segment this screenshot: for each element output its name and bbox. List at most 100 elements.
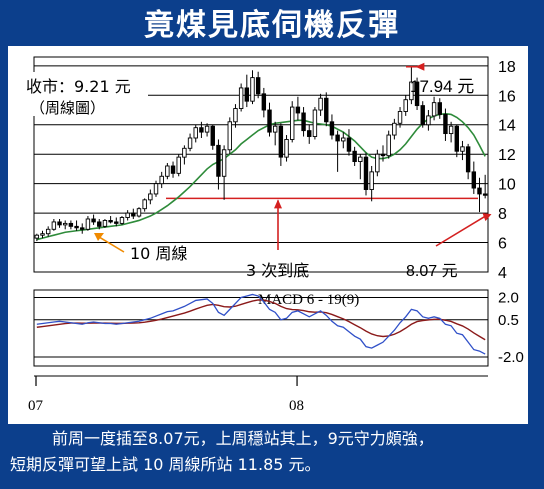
candle-body: [45, 228, 51, 235]
candle-body: [403, 99, 408, 112]
candle-body: [437, 102, 442, 115]
candle-body: [358, 156, 363, 163]
candle-body: [335, 134, 340, 142]
candle-body: [448, 125, 454, 135]
candle-body: [261, 93, 267, 111]
candle-body: [210, 125, 215, 146]
candle-body: [57, 221, 62, 226]
candle-body: [114, 221, 119, 224]
chart-type-label: （周線圖）: [30, 99, 105, 117]
candle-body: [290, 106, 295, 140]
candle-body: [312, 109, 318, 137]
close-price-label: 收市：9.21 元: [26, 77, 131, 96]
price-tick-label: 6: [498, 236, 507, 253]
ma-label: 10 周線: [130, 244, 187, 263]
candle-body: [278, 125, 284, 158]
candle-body: [375, 153, 380, 173]
macd-tick-label: 2.0: [498, 289, 519, 306]
triple-bottom-arrowhead: [274, 199, 282, 209]
candle-body: [142, 199, 147, 210]
low-price-label: 8.07 元: [406, 263, 458, 280]
candle-body: [238, 87, 244, 109]
candle-body: [352, 150, 357, 163]
candle-body: [426, 115, 431, 126]
macd-title: MACD 6 - 19(9): [258, 292, 359, 308]
candle-body: [465, 146, 471, 173]
ma-arrowhead: [94, 232, 104, 241]
price-tick-label: 4: [498, 265, 507, 282]
candle-body: [267, 109, 272, 133]
macd-panel-frame: [33, 289, 489, 367]
candle-body: [68, 222, 74, 227]
candle-body: [91, 218, 96, 223]
candle-body: [244, 87, 250, 102]
triple-bottom-label: 3 次到底: [246, 261, 309, 280]
price-tick-label: 16: [498, 88, 516, 105]
close-label-bg: [22, 72, 148, 116]
title-banner: 竟煤見底伺機反彈: [0, 0, 544, 44]
candle-body: [318, 97, 323, 111]
price-tick-label: 12: [498, 147, 516, 164]
candle-body: [227, 121, 232, 151]
commentary-line-2: 短期反彈可望上試 10 周線所站 11.85 元。: [10, 455, 321, 474]
candle-body: [454, 125, 459, 152]
candle-body: [74, 225, 79, 229]
candle-body: [131, 212, 136, 217]
candle-body: [414, 81, 420, 107]
candle-body: [233, 108, 238, 123]
candle-body: [119, 217, 125, 224]
ma-pointer-line: [98, 236, 125, 253]
candle-body: [307, 130, 312, 137]
candle-body: [272, 125, 278, 133]
price-tick-label: 18: [498, 59, 516, 76]
candle-body: [255, 77, 261, 95]
candle-body: [80, 227, 85, 230]
candle-body: [386, 134, 391, 157]
candle-body: [380, 153, 386, 157]
candle-body: [329, 121, 335, 136]
candle-body: [159, 175, 164, 185]
price-tick-label: 10: [498, 177, 516, 194]
candle-body: [204, 125, 210, 133]
macd-tick-label: 0.5: [498, 312, 519, 329]
candle-body: [250, 77, 255, 102]
candle-body: [221, 149, 227, 177]
stock-chart: 4 6 8 10 12 14 16 18 收市：9.21 元 （周線圖） 17.94 元 10 周線 3…: [22, 56, 524, 414]
high-arrowhead: [415, 62, 425, 71]
candle-body: [397, 111, 403, 124]
candle-body: [443, 113, 448, 135]
candle-body: [170, 165, 176, 174]
candle-body: [97, 221, 102, 227]
candle-body: [324, 97, 329, 123]
candle-body: [136, 208, 142, 217]
candle-body: [216, 144, 221, 177]
candle-body: [477, 187, 482, 195]
candle-body: [471, 171, 477, 189]
candle-body: [125, 212, 130, 218]
commentary-line-1: 前周一度插至8.07元，上周穩站其上，9元守力頗強，: [52, 429, 434, 448]
candle-body: [431, 102, 437, 117]
commentary-caption: 前周一度插至8.07元，上周穩站其上，9元守力頗強， 短期反彈可望上試 10 周…: [8, 426, 538, 486]
candle-body: [346, 137, 352, 152]
candle-body: [301, 112, 306, 132]
candle-body: [420, 105, 425, 126]
chart-panel: 4 6 8 10 12 14 16 18 收市：9.21 元 （周線圖） 17.94 元 10 周線 3…: [8, 46, 528, 424]
candle-body: [182, 147, 187, 158]
ma10-line: [36, 112, 486, 241]
candle-body: [392, 122, 397, 136]
time-tick-label: 07: [28, 398, 44, 414]
price-tick-label: 8: [498, 206, 507, 223]
candle-body: [165, 165, 170, 177]
candle-body: [482, 193, 488, 196]
candle-body: [34, 234, 40, 239]
candle-body: [460, 146, 465, 152]
price-tick-label: 14: [498, 118, 516, 135]
candle-body: [40, 233, 45, 236]
candle-body: [409, 81, 414, 101]
candle-body: [199, 127, 204, 133]
candle-body: [369, 171, 374, 190]
candle-body: [341, 137, 346, 142]
candle-body: [284, 139, 289, 158]
macd-tick-label: -2.0: [498, 349, 524, 366]
